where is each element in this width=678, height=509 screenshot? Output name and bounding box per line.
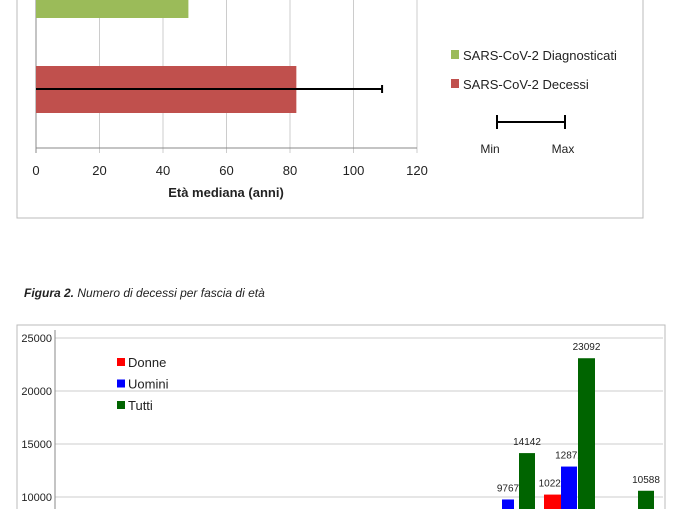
bar-diagnosticati	[36, 0, 189, 18]
x-tick-label: 0	[32, 163, 39, 178]
legend-swatch-decessi	[451, 79, 459, 88]
chart2-bars: 9767 14142 10228 12872 23092 10588	[497, 342, 660, 509]
chart2-legend: Donne Uomini Tutti	[117, 355, 169, 413]
y-tick-label: 15000	[21, 439, 52, 451]
data-label: 10228	[539, 479, 567, 490]
caption-label: Figura 2.	[24, 286, 75, 300]
legend-label-tutti: Tutti	[128, 398, 153, 413]
figure-caption: Figura 2. Numero di decessi per fascia d…	[24, 286, 265, 300]
legend-errorbar-icon	[496, 115, 566, 129]
legend-min-label: Min	[480, 142, 499, 156]
bar-donne	[544, 494, 561, 509]
legend-swatch-tutti	[117, 401, 125, 409]
x-tick-label: 80	[283, 163, 297, 178]
x-tick-label: 120	[406, 163, 428, 178]
legend-label-donne: Donne	[128, 355, 166, 370]
legend-label-diagnosticati: SARS-CoV-2 Diagnosticati	[463, 48, 617, 63]
y-tick-label: 20000	[21, 386, 52, 398]
bar-tutti	[519, 453, 535, 509]
bar-tutti	[578, 358, 595, 509]
x-tick-label: 40	[156, 163, 170, 178]
x-tick-label: 100	[343, 163, 365, 178]
bar-tutti	[638, 490, 654, 509]
data-label: 12872	[555, 451, 583, 462]
data-label: 14142	[513, 437, 541, 448]
x-tick-label: 20	[92, 163, 106, 178]
data-label: 23092	[573, 342, 601, 353]
bar-uomini	[561, 466, 577, 509]
y-tick-label: 10000	[21, 492, 52, 504]
legend-swatch-uomini	[117, 379, 125, 388]
y-tick-label: 25000	[21, 333, 52, 345]
x-tick-label: 60	[219, 163, 233, 178]
legend-swatch-donne	[117, 358, 125, 366]
legend-swatch-diagnosticati	[451, 50, 459, 59]
chart2-frame	[16, 324, 666, 509]
legend-max-label: Max	[552, 142, 575, 156]
bar-uomini	[502, 499, 514, 509]
data-label: 10588	[632, 475, 660, 486]
caption-text: Numero di decessi per fascia di età	[77, 286, 265, 300]
chart1-x-title: Età mediana (anni)	[168, 185, 284, 200]
chart2-grid: 25000 20000 15000 10000	[21, 330, 663, 509]
legend-label-uomini: Uomini	[128, 377, 169, 392]
chart1-tick-labels: 0 20 40 60 80 100 120	[32, 163, 427, 178]
data-label: 9767	[497, 483, 520, 494]
legend-label-decessi: SARS-CoV-2 Decessi	[463, 77, 589, 92]
